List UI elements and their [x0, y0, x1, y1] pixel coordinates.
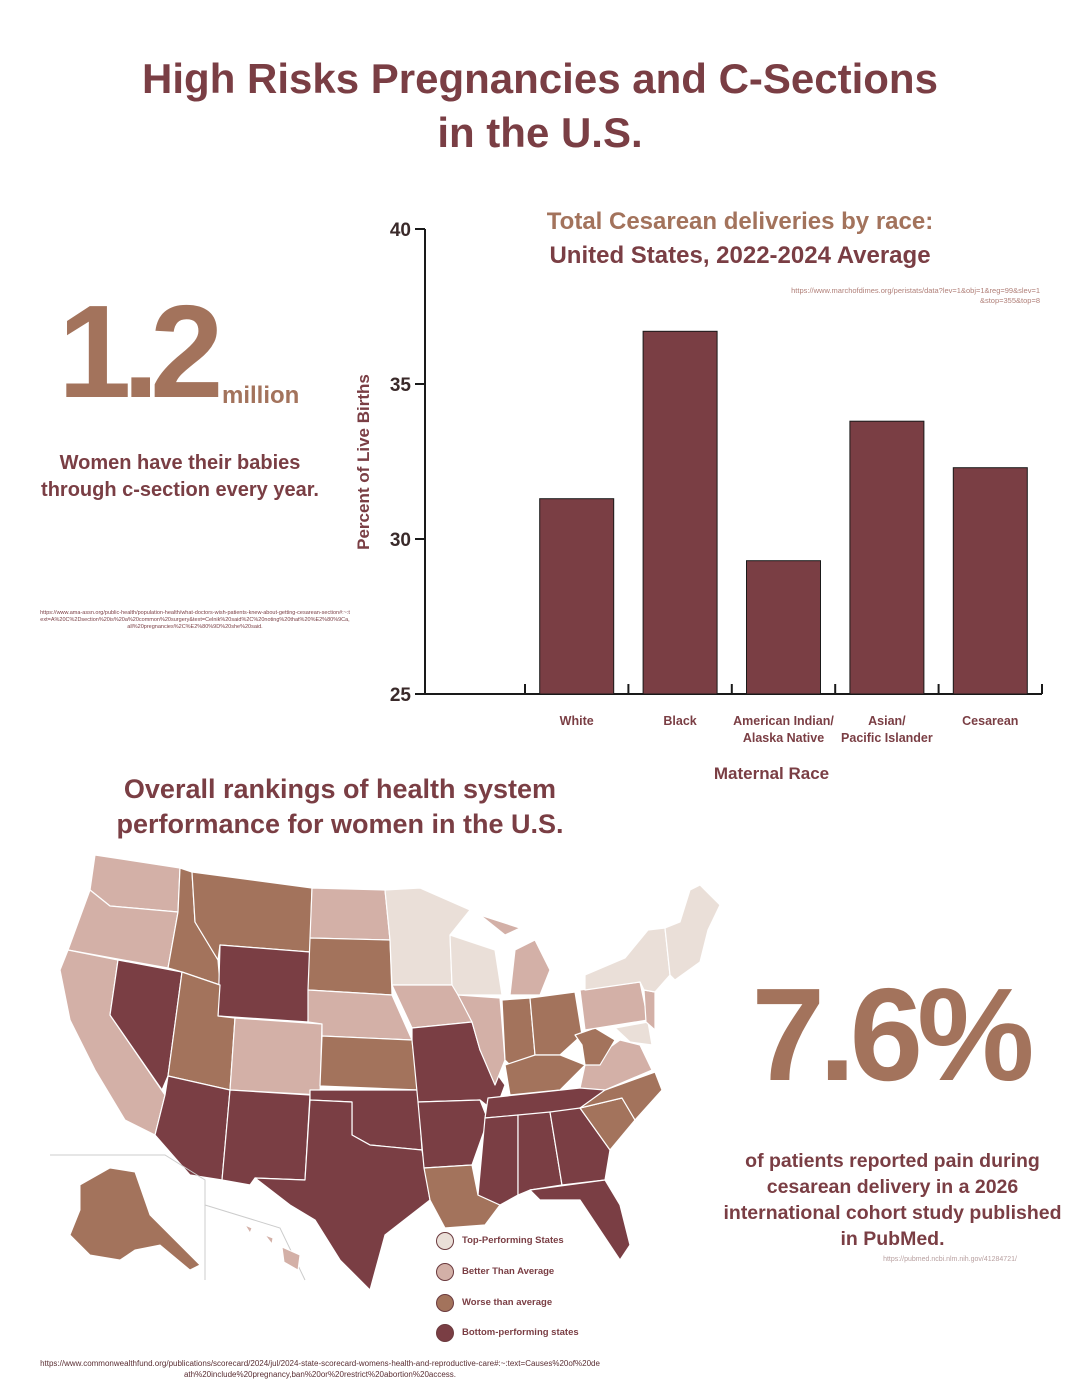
map-title: Overall rankings of health system perfor… [60, 772, 620, 842]
chart-title: Total Cesarean deliveries by race: Unite… [470, 205, 1010, 273]
stat-births-text: Women have their babies through c-sectio… [41, 452, 319, 501]
state-maryland [614, 1021, 653, 1046]
state-alaska [69, 1167, 201, 1271]
state-mississippi [477, 1114, 519, 1206]
x-tick-label-4: Cesarean [962, 714, 1018, 728]
state-arizona [154, 1075, 231, 1181]
legend-swatch-bottom [436, 1324, 454, 1342]
legend-label-bottom: Bottom-performing states [462, 1327, 579, 1338]
inset-border-hawaii [204, 1204, 306, 1281]
state-texas [254, 1099, 431, 1290]
state-wisconsin [449, 934, 503, 996]
source-pubmed-link[interactable]: https://pubmed.ncbi.nlm.nih.gov/41284721… [883, 1256, 1017, 1263]
stat-pain-number: 7.6% [751, 961, 1035, 1108]
state-nevada [109, 959, 183, 1091]
legend-label-top: Top-Performing States [462, 1235, 564, 1246]
state-colorado [229, 1017, 323, 1096]
y-tick-label-0: 25 [390, 685, 412, 706]
state-louisiana [423, 1164, 501, 1229]
bar-3 [849, 420, 925, 695]
stat-pain-text: of patients reported pain during cesarea… [723, 1150, 1062, 1250]
y-axis-label: Percent of Live Births [354, 374, 373, 550]
state-new-york [584, 927, 671, 993]
state-michigan [479, 914, 551, 996]
source-marchofdimes-link[interactable]: https://www.marchofdimes.org/peristats/d… [791, 286, 1040, 305]
chart-title-line2: United States, 2022-2024 Average [549, 242, 931, 269]
state-georgia [549, 1107, 611, 1186]
x-tick-label-3: Asian/Pacific Islander [841, 714, 933, 745]
bar-chart: 25 30 35 40 White Black American Indian/Alaska… [354, 220, 1043, 783]
x-axis-label: Maternal Race [714, 764, 829, 783]
legend-swatch-worse [436, 1294, 454, 1312]
x-tick-label-2: American Indian/Alaska Native [733, 714, 834, 745]
state-florida [529, 1179, 631, 1261]
chart-title-line1: Total Cesarean deliveries by race: [546, 208, 934, 235]
map-title-line1: Overall rankings of health system [123, 774, 557, 804]
state-nebraska [307, 989, 413, 1041]
stat-births-number: 1.2 [58, 278, 223, 425]
source-ama-link[interactable]: https://www.ama-assn.org/public-health/p… [40, 610, 350, 630]
stat-births-container: 1.2 million [58, 282, 338, 422]
page-title: High Risks Pregnancies and C-Sections in… [0, 52, 1080, 160]
state-montana [191, 871, 313, 961]
stat-births-unit: million [222, 382, 300, 409]
page-title-line2: in the U.S. [437, 109, 643, 156]
source-commonwealth-link[interactable]: https://www.commonwealthfund.org/publica… [40, 1359, 600, 1379]
state-ohio [529, 991, 583, 1056]
legend-label-better: Better Than Average [462, 1266, 555, 1277]
inset-border [50, 1154, 206, 1280]
state-arkansas [417, 1099, 489, 1169]
y-tick-label-1: 30 [390, 530, 411, 551]
legend-swatch-better [436, 1263, 454, 1281]
bar-4 [952, 467, 1028, 695]
page-title-line1: High Risks Pregnancies and C-Sections [142, 55, 938, 102]
x-tick-label-1: Black [663, 714, 696, 728]
bar-2 [746, 560, 821, 695]
state-new-england [664, 884, 721, 981]
bar-1 [642, 330, 718, 695]
x-tick-label-0: White [560, 714, 594, 728]
y-tick-label-2: 35 [390, 375, 412, 396]
state-kansas [319, 1035, 419, 1091]
legend-swatch-top [436, 1232, 454, 1250]
state-new-mexico [221, 1089, 311, 1186]
map-title-line2: performance for women in the U.S. [116, 809, 564, 839]
bar-0 [539, 498, 615, 695]
us-map [50, 854, 721, 1290]
y-tick-label-3: 40 [390, 220, 411, 241]
state-south-dakota [307, 937, 393, 996]
state-north-dakota [309, 887, 391, 941]
state-north-carolina [579, 1071, 663, 1121]
state-illinois [457, 994, 506, 1086]
state-wyoming [217, 944, 311, 1023]
state-indiana [501, 997, 536, 1066]
legend-label-worse: Worse than average [462, 1297, 553, 1308]
state-virginia [579, 1039, 653, 1091]
state-hawaii [243, 1223, 301, 1271]
